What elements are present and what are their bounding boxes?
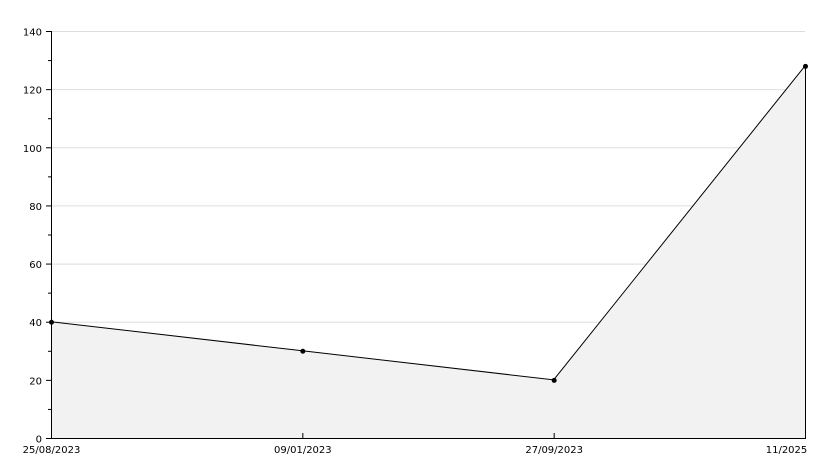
y-tick-label: 120 [23,86,42,97]
y-tick-label: 140 [23,28,42,39]
y-tick-label: 40 [29,318,42,329]
y-tick-label: 80 [29,202,42,213]
data-point [300,348,306,354]
x-tick-label: 25/08/2023 [23,445,81,456]
x-tick-label: 27/09/2023 [525,445,583,456]
data-point [803,63,808,69]
y-tick-label: 0 [36,435,42,446]
series-line [50,65,806,381]
data-point [551,377,557,383]
x-tick-label: 09/01/2023 [274,445,332,456]
data-point [49,319,54,325]
y-tick-label: 60 [29,260,42,271]
y-tick-label: 100 [23,144,42,155]
y-tick-label: 20 [29,376,42,387]
area-fill [51,65,805,438]
x-tick-label: 11/2025 [766,445,808,456]
